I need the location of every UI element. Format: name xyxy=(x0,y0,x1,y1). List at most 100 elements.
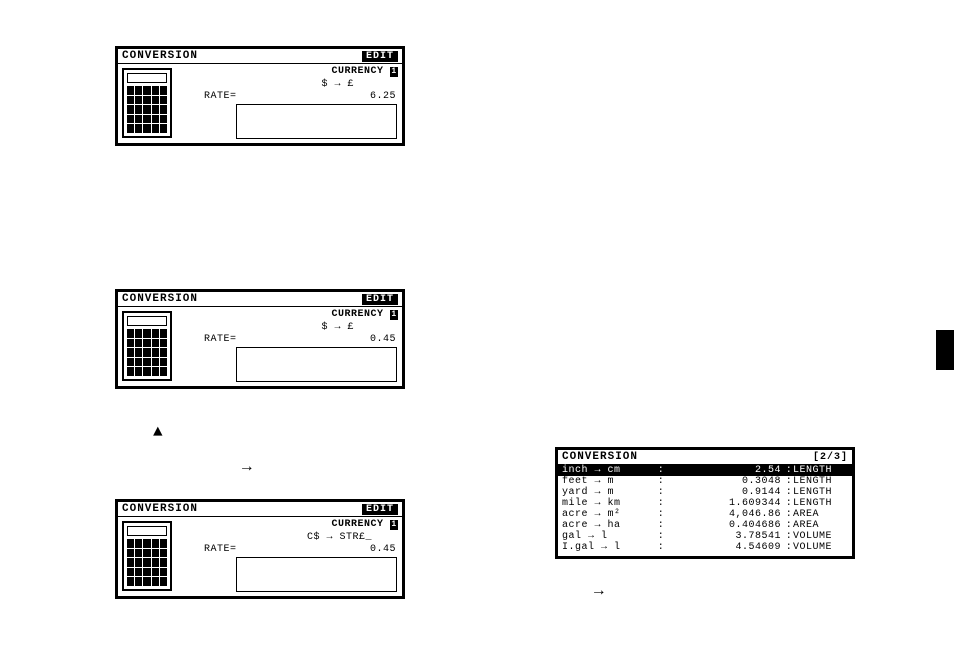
conversion-category: LENGTH xyxy=(793,476,848,487)
list-body: inch → cm:2.54:LENGTHfeet → m:0.3048:LEN… xyxy=(558,465,852,553)
input-area[interactable] xyxy=(236,347,397,382)
currency-text: CURRENCY xyxy=(331,519,383,530)
content-area: CURRENCY 1 C$ → STR£_ RATE= 0.45 xyxy=(176,517,402,595)
list-item[interactable]: inch → cm:2.54:LENGTH xyxy=(558,465,852,476)
separator: : xyxy=(785,498,793,509)
conversion-value: 2.54 xyxy=(665,465,785,476)
edit-button[interactable]: EDIT xyxy=(362,504,398,515)
screen-body: CURRENCY 1 C$ → STR£_ RATE= 0.45 xyxy=(118,517,402,595)
input-area[interactable] xyxy=(236,557,397,592)
conversion-formula: C$ → STR£_ xyxy=(307,532,372,543)
conversion-value: 4,046.86 xyxy=(665,509,785,520)
title: CONVERSION xyxy=(562,451,638,463)
conversion-category: AREA xyxy=(793,509,848,520)
arrow-right-icon: → xyxy=(242,458,252,476)
conversion-name: inch → cm xyxy=(562,465,657,476)
input-area[interactable] xyxy=(236,104,397,139)
currency-label: CURRENCY 1 xyxy=(331,309,398,320)
calc-display xyxy=(127,316,167,326)
conversion-value: 0.9144 xyxy=(665,487,785,498)
conversion-category: LENGTH xyxy=(793,465,848,476)
conversion-category: AREA xyxy=(793,520,848,531)
screen-body: CURRENCY 1 $ → £ RATE= 6.25 xyxy=(118,64,402,142)
conversion-name: acre → ha xyxy=(562,520,657,531)
calc-display xyxy=(127,73,167,83)
conversion-formula: $ → £ xyxy=(321,322,354,333)
rate-line: RATE= 0.45 xyxy=(204,544,396,555)
separator: : xyxy=(657,542,665,553)
calculator-icon xyxy=(122,311,172,381)
conversion-screen-1: CONVERSION EDIT CURRENCY 1 $ → £ RATE= 6… xyxy=(115,46,405,146)
calc-display xyxy=(127,526,167,536)
list-item[interactable]: acre → ha:0.404686:AREA xyxy=(558,520,852,531)
conversion-name: acre → m² xyxy=(562,509,657,520)
rate-label: RATE= xyxy=(204,334,237,345)
list-item[interactable]: acre → m²:4,046.86:AREA xyxy=(558,509,852,520)
separator: : xyxy=(785,465,793,476)
titlebar: CONVERSION EDIT xyxy=(118,502,402,517)
conversion-value: 0.404686 xyxy=(665,520,785,531)
edit-button[interactable]: EDIT xyxy=(362,51,398,62)
conversion-value: 3.78541 xyxy=(665,531,785,542)
title: CONVERSION xyxy=(122,293,198,305)
titlebar: CONVERSION [2/3] xyxy=(558,450,852,465)
edit-button[interactable]: EDIT xyxy=(362,294,398,305)
currency-text: CURRENCY xyxy=(331,309,383,320)
calc-keypad xyxy=(127,329,167,376)
content-area: CURRENCY 1 $ → £ RATE= 6.25 xyxy=(176,64,402,142)
calculator-icon xyxy=(122,521,172,591)
conversion-name: mile → km xyxy=(562,498,657,509)
conversion-screen-2: CONVERSION EDIT CURRENCY 1 $ → £ RATE= 0… xyxy=(115,289,405,389)
title: CONVERSION xyxy=(122,50,198,62)
conversion-name: I.gal → l xyxy=(562,542,657,553)
separator: : xyxy=(657,465,665,476)
conversion-category: LENGTH xyxy=(793,498,848,509)
calc-keypad xyxy=(127,86,167,133)
separator: : xyxy=(657,520,665,531)
rate-value: 6.25 xyxy=(370,91,396,102)
currency-label: CURRENCY 1 xyxy=(331,66,398,77)
rate-label: RATE= xyxy=(204,91,237,102)
currency-label: CURRENCY 1 xyxy=(331,519,398,530)
conversion-category: VOLUME xyxy=(793,542,848,553)
conversion-name: gal → l xyxy=(562,531,657,542)
currency-indicator-icon: 1 xyxy=(390,67,398,77)
title: CONVERSION xyxy=(122,503,198,515)
arrow-up-icon: ▲ xyxy=(153,423,163,441)
page-indicator: [2/3] xyxy=(813,452,848,463)
page-tab xyxy=(936,330,954,370)
separator: : xyxy=(785,520,793,531)
arrow-right-icon: → xyxy=(594,582,604,600)
content-area: CURRENCY 1 $ → £ RATE= 0.45 xyxy=(176,307,402,385)
separator: : xyxy=(785,487,793,498)
separator: : xyxy=(657,509,665,520)
list-item[interactable]: feet → m:0.3048:LENGTH xyxy=(558,476,852,487)
separator: : xyxy=(657,476,665,487)
separator: : xyxy=(785,509,793,520)
list-item[interactable]: gal → l:3.78541:VOLUME xyxy=(558,531,852,542)
rate-label: RATE= xyxy=(204,544,237,555)
rate-line: RATE= 6.25 xyxy=(204,91,396,102)
conversion-name: feet → m xyxy=(562,476,657,487)
conversion-category: VOLUME xyxy=(793,531,848,542)
conversion-formula: $ → £ xyxy=(321,79,354,90)
separator: : xyxy=(657,531,665,542)
separator: : xyxy=(657,487,665,498)
separator: : xyxy=(657,498,665,509)
separator: : xyxy=(785,476,793,487)
list-item[interactable]: mile → km:1.609344:LENGTH xyxy=(558,498,852,509)
calc-keypad xyxy=(127,539,167,586)
currency-indicator-icon: 1 xyxy=(390,310,398,320)
calculator-icon xyxy=(122,68,172,138)
currency-indicator-icon: 1 xyxy=(390,520,398,530)
titlebar: CONVERSION EDIT xyxy=(118,292,402,307)
conversion-screen-3: CONVERSION EDIT CURRENCY 1 C$ → STR£_ RA… xyxy=(115,499,405,599)
list-item[interactable]: I.gal → l:4.54609:VOLUME xyxy=(558,542,852,553)
conversion-category: LENGTH xyxy=(793,487,848,498)
rate-value: 0.45 xyxy=(370,334,396,345)
screen-body: CURRENCY 1 $ → £ RATE= 0.45 xyxy=(118,307,402,385)
currency-text: CURRENCY xyxy=(331,66,383,77)
conversion-value: 0.3048 xyxy=(665,476,785,487)
titlebar: CONVERSION EDIT xyxy=(118,49,402,64)
list-item[interactable]: yard → m:0.9144:LENGTH xyxy=(558,487,852,498)
